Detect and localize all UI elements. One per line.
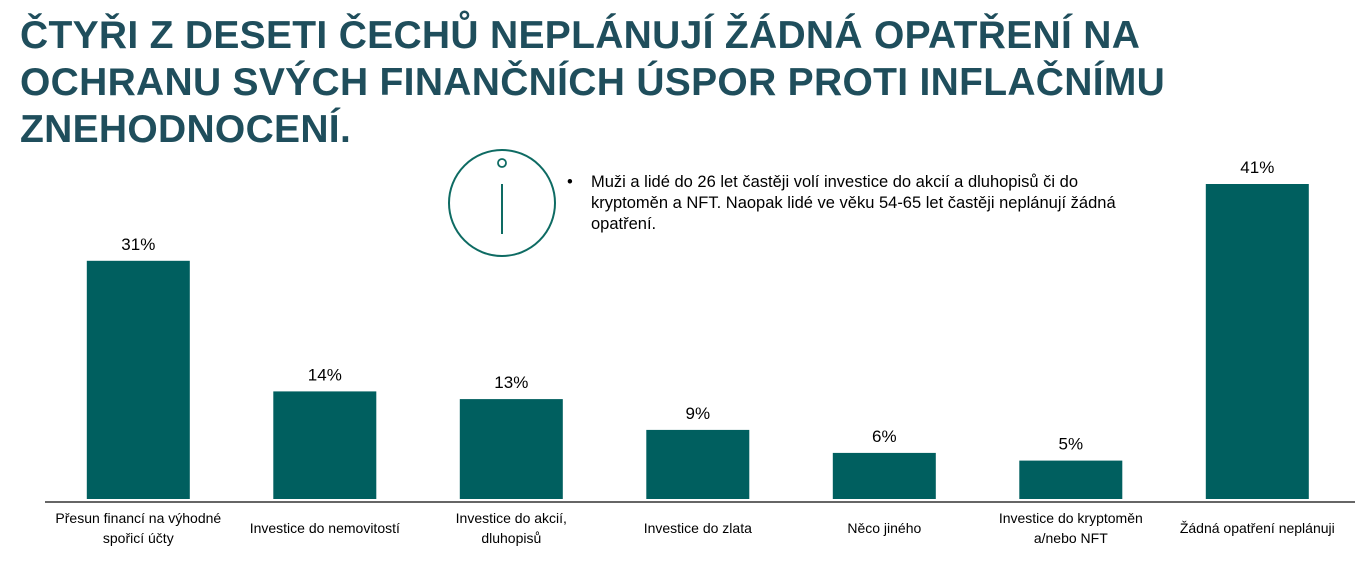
value-label-7: 41%	[1240, 158, 1274, 177]
category-label-7: Žádná opatření neplánuji	[1180, 520, 1335, 536]
bar-5	[832, 452, 936, 499]
value-label-6: 5%	[1059, 435, 1084, 454]
info-icon	[448, 149, 556, 257]
category-label-5: Něco jiného	[847, 520, 921, 536]
category-labels-layer: Přesun financí na výhodné spořicí účty Inv…	[55, 510, 1334, 546]
note-bullet: •	[567, 173, 573, 191]
chart-title: ČTYŘI Z DESETI ČECHŮ NEPLÁNUJÍ ŽÁDNÁ OPA…	[20, 14, 1166, 151]
value-label-4: 9%	[686, 404, 711, 423]
category-label-line: spořicí účty	[103, 530, 174, 546]
category-label-1: Přesun financí na výhodné spořicí účty	[55, 510, 221, 546]
info-note: • Muži a lidé do 26 let častěji volí inv…	[567, 172, 1147, 235]
category-label-line: Investice do kryptoměn	[999, 510, 1143, 526]
value-label-3: 13%	[494, 373, 528, 392]
category-label-line: Investice do zlata	[644, 520, 752, 536]
value-label-5: 6%	[872, 427, 897, 446]
value-label-1: 31%	[121, 235, 155, 254]
bar-3	[459, 399, 563, 499]
bar-6	[1019, 460, 1123, 499]
note-text: Muži a lidé do 26 let častěji volí inves…	[591, 173, 1116, 233]
category-label-line: dluhopisů	[481, 530, 541, 546]
category-label-line: Žádná opatření neplánuji	[1180, 520, 1335, 536]
category-label-3: Investice do akcií, dluhopisů	[456, 510, 567, 546]
category-label-line: Přesun financí na výhodné	[55, 510, 221, 526]
bar-4	[646, 429, 750, 499]
bar-7	[1205, 184, 1309, 499]
category-label-line: a/nebo NFT	[1034, 530, 1108, 546]
category-label-line: Investice do nemovitostí	[250, 520, 400, 536]
bars-layer	[86, 184, 1309, 499]
value-label-2: 14%	[308, 365, 342, 384]
value-labels-layer: 31% 14% 13% 9% 6% 5% 41%	[121, 158, 1274, 454]
category-label-line: Investice do akcií,	[456, 510, 567, 526]
bar-2	[273, 391, 377, 499]
category-label-6: Investice do kryptoměn a/nebo NFT	[999, 510, 1143, 546]
category-label-line: Něco jiného	[847, 520, 921, 536]
category-label-2: Investice do nemovitostí	[250, 520, 400, 536]
bar-1	[86, 260, 190, 499]
category-label-4: Investice do zlata	[644, 520, 752, 536]
